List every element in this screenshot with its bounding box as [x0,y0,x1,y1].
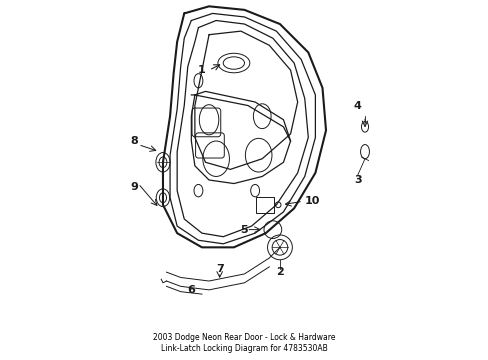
Text: 2: 2 [276,267,283,277]
Text: 7: 7 [215,264,223,274]
Text: 4: 4 [353,100,361,111]
Text: 1: 1 [198,65,205,75]
Text: 5: 5 [240,225,248,235]
Text: 10: 10 [304,196,320,206]
Text: 8: 8 [130,136,138,146]
Text: 3: 3 [353,175,361,185]
Text: 2003 Dodge Neon Rear Door - Lock & Hardware
Link-Latch Locking Diagram for 47835: 2003 Dodge Neon Rear Door - Lock & Hardw… [153,333,335,353]
Text: 9: 9 [130,182,138,192]
Text: 6: 6 [187,285,195,295]
